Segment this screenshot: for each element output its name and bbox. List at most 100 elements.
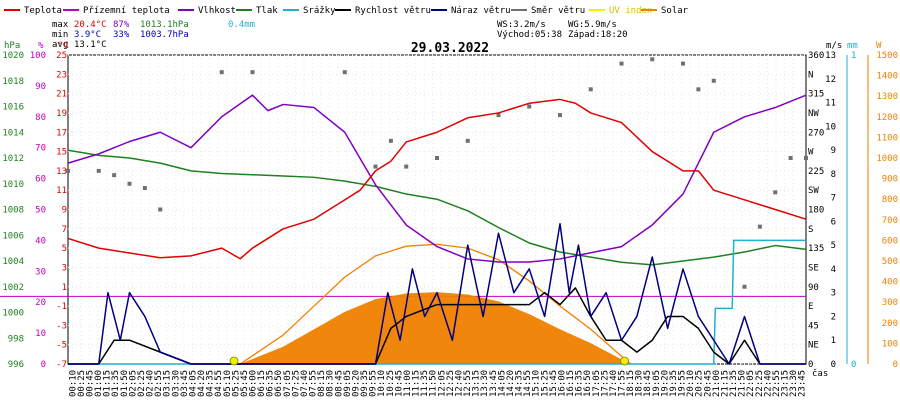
ms-tick-12: 2 (831, 312, 836, 322)
ms-tick-11: 3 (831, 289, 836, 299)
time-tick-42: 11:35 (420, 370, 430, 397)
w-tick-1: 1500 (876, 51, 898, 61)
time-tick-53: 14:35 (515, 370, 525, 397)
pct-tick-4: 70 (35, 144, 46, 154)
wind-direction-point-15 (496, 113, 501, 118)
legend-label-5: Srážky (303, 6, 336, 16)
plot-area (66, 57, 808, 366)
dir-tick-16: NE (808, 341, 819, 351)
time-tick-58: 16:00 (557, 370, 567, 397)
hpa-tick-9: 1004 (2, 257, 24, 267)
time-tick-36: 09:55 (369, 370, 379, 397)
wind-direction-point-9 (342, 70, 347, 75)
time-tick-85: 23:30 (789, 370, 799, 397)
ms-tick-4: 10 (825, 122, 836, 132)
w-tick-10: 600 (882, 236, 898, 246)
stat-max-pressure: 1013.1hPa (140, 20, 189, 30)
degc-tick-7: 13 (56, 167, 67, 177)
time-tick-69: 19:05 (652, 370, 662, 397)
degc-tick-16: -5 (56, 341, 67, 351)
time-tick-1: 00:10 (68, 370, 78, 397)
w-tick-12: 400 (882, 278, 898, 288)
time-tick-26: 07:05 (283, 370, 293, 397)
w-tick-11: 500 (882, 257, 898, 267)
legend-label-10: Solar (661, 6, 689, 16)
time-tick-61: 16:50 (583, 370, 593, 397)
solar-line (239, 243, 632, 365)
w-tick-14: 200 (882, 319, 898, 329)
time-tick-73: 20:10 (686, 370, 696, 397)
time-tick-63: 17:25 (600, 370, 610, 397)
stat-max-label: max (52, 20, 69, 30)
wind-direction-point-23 (711, 78, 716, 83)
time-tick-12: 03:15 (163, 370, 173, 397)
dir-tick-4: NW (808, 109, 819, 119)
wind-direction-point-27 (788, 156, 793, 160)
wind-direction-point-10 (373, 164, 378, 169)
w-tick-3: 1300 (876, 92, 898, 102)
time-tick-23: 06:15 (257, 370, 267, 397)
pct-tick-2: 90 (35, 82, 46, 92)
degc-tick-15: -3 (56, 321, 67, 331)
wind-direction-point-12 (404, 164, 409, 169)
legend-label-9: UV index (609, 6, 653, 16)
time-tick-4: 01:00 (94, 370, 104, 397)
time-tick-16: 04:20 (197, 370, 207, 397)
degc-tick-5: 17 (56, 128, 67, 138)
info-sunrise: Východ:05:38 (497, 30, 562, 40)
time-tick-33: 09:05 (343, 370, 353, 397)
time-tick-34: 09:20 (351, 370, 361, 397)
hpa-tick-4: 1014 (2, 128, 24, 138)
time-tick-54: 14:55 (523, 370, 533, 397)
dir-tick-7: 225 (808, 167, 824, 177)
wind-direction-point-25 (757, 224, 762, 229)
pct-tick-10: 10 (35, 329, 46, 339)
legend-label-4: Tlak (256, 6, 278, 16)
time-tick-45: 12:25 (446, 370, 456, 397)
dir-tick-10: S (808, 225, 813, 235)
time-tick-18: 04:55 (214, 370, 224, 397)
time-tick-15: 04:05 (188, 370, 198, 397)
ms-tick-5: 9 (831, 146, 836, 156)
w-tick-9: 700 (882, 216, 898, 226)
wind-direction-point-1 (66, 168, 70, 173)
ms-tick-8: 6 (831, 217, 836, 227)
w-tick-8: 800 (882, 195, 898, 205)
hpa-tick-1: 1020 (2, 51, 24, 61)
time-tick-13: 03:30 (171, 370, 181, 397)
hpa-tick-3: 1016 (2, 103, 24, 113)
time-tick-78: 21:35 (729, 370, 739, 397)
time-tick-7: 01:50 (120, 370, 130, 397)
time-tick-59: 16:15 (566, 370, 576, 397)
time-tick-75: 20:45 (703, 370, 713, 397)
time-tick-72: 19:55 (678, 370, 688, 397)
legend-label-3: Vlhkost (198, 6, 236, 16)
degc-tick-1: 25 (56, 51, 67, 61)
time-tick-38: 10:25 (386, 370, 396, 397)
time-tick-84: 23:15 (781, 370, 791, 397)
ms-tick-1: 13 (825, 51, 836, 61)
dir-tick-6: W (808, 148, 814, 158)
degc-tick-9: 9 (62, 206, 67, 216)
time-tick-32: 08:45 (334, 370, 344, 397)
time-tick-19: 05:10 (223, 370, 233, 397)
time-tick-79: 21:50 (738, 370, 748, 397)
hpa-tick-2: 1018 (2, 77, 24, 87)
time-tick-9: 02:25 (137, 370, 147, 397)
dir-tick-15: 45 (808, 321, 819, 331)
time-tick-17: 04:35 (206, 370, 216, 397)
time-tick-25: 06:50 (274, 370, 284, 397)
pct-tick-7: 40 (35, 236, 46, 246)
time-tick-82: 22:40 (763, 370, 773, 397)
pct-tick-6: 50 (35, 206, 46, 216)
wind-direction-point-7 (219, 70, 224, 75)
time-axis-label: čas (812, 368, 828, 379)
degc-tick-4: 19 (56, 109, 67, 119)
wind-direction-point-4 (127, 181, 132, 186)
time-tick-20: 05:25 (231, 370, 241, 397)
chart-title: 29.03.2022 (411, 41, 489, 56)
time-tick-39: 10:45 (394, 370, 404, 397)
time-tick-48: 13:15 (472, 370, 482, 397)
degc-tick-3: 21 (56, 90, 67, 100)
dir-tick-8: SW (808, 186, 819, 196)
